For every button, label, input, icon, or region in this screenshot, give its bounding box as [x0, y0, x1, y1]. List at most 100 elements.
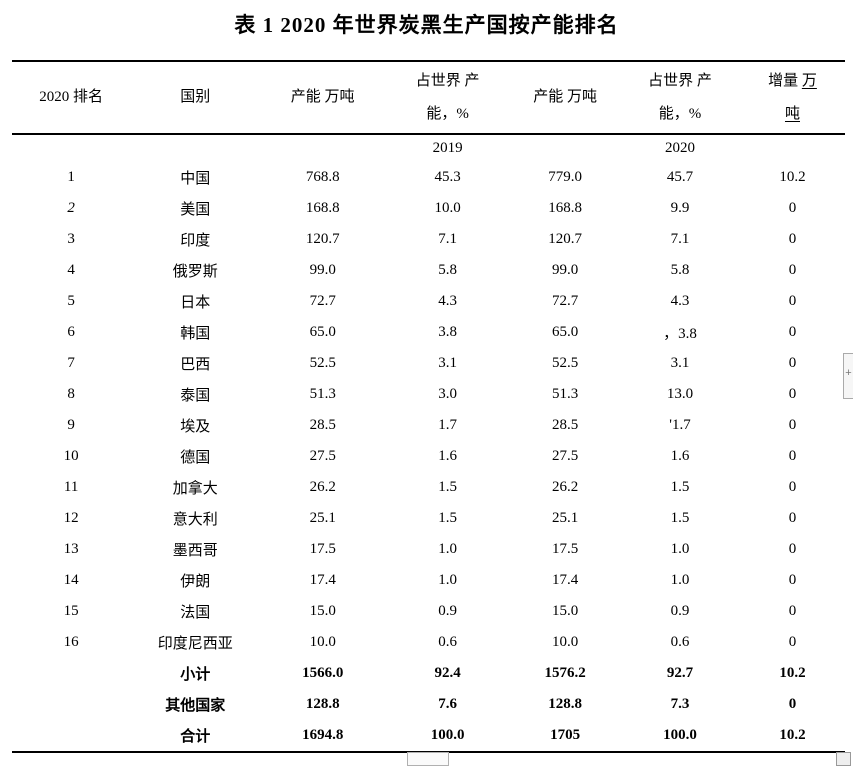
cell-cap_2019: 10.0 [309, 634, 336, 650]
cell-country: 墨西哥 [172, 543, 218, 559]
cell-pct_2019: 0.9 [438, 603, 457, 619]
cell-cap_2019: 52.5 [309, 355, 336, 371]
cell-rank: 4 [67, 262, 75, 278]
cell-cap_2020: 17.5 [551, 541, 579, 557]
partial-bottom-control[interactable] [407, 752, 449, 766]
cell-country: 合计 [180, 729, 211, 745]
cell-rank: 6 [67, 324, 75, 340]
table-header: 2020 排名 国别 产能 万吨 占世界 产能，% 产能 万吨 占世界 产能，% 增量 万吨 [12, 61, 845, 135]
table-row: 9 埃及 28.5 1.7 28.5 '1.7 0 [12, 410, 845, 441]
cell-pct_2019: 1.0 [438, 572, 457, 588]
cell-cap_2019: 28.5 [309, 417, 336, 433]
cell-cap_2020: 120.7 [548, 231, 582, 247]
cell-pct_2019: 0.6 [438, 634, 457, 650]
cell-cap_2020: 15.0 [551, 603, 579, 619]
table-row: 小计 1566.0 92.4 1576.2 92.7 10.2 [12, 658, 845, 689]
table-row: 其他国家 128.8 7.6 128.8 7.3 0 [12, 689, 845, 720]
column-header-country: 国别 [130, 61, 261, 135]
cell-cap_2020: 99.0 [551, 262, 579, 278]
cell-cap_2020: 28.5 [551, 417, 579, 433]
table-row: 1 中国 768.8 45.3 779.0 45.7 10.2 [12, 162, 845, 193]
cell-country: 韩国 [180, 326, 211, 342]
cell-rank: 2 [67, 200, 75, 216]
cell-pct_2020: 100.0 [663, 727, 697, 743]
cell-pct_2020: 3.1 [670, 355, 690, 371]
cell-rank: 11 [63, 479, 79, 495]
cell-pct_2020: 45.7 [666, 169, 694, 185]
cell-pct_2019: 92.4 [434, 665, 461, 681]
cell-cap_2019: 168.8 [305, 200, 340, 216]
cell-increment: 10.2 [779, 665, 806, 681]
cell-pct_2019: 1.6 [438, 448, 457, 464]
cell-rank: 3 [67, 231, 75, 247]
cell-increment: 0 [788, 200, 797, 216]
table-row: 合计 1694.8 100.0 1705 100.0 10.2 [12, 720, 845, 752]
cell-rank [12, 689, 130, 720]
cell-increment: 0 [788, 417, 797, 433]
partial-zoom-control[interactable]: + [843, 353, 853, 399]
table-title: 表 1 2020 年世界炭黑生产国按产能排名 [234, 13, 619, 37]
cell-pct_2019: 100.0 [430, 727, 465, 743]
cell-cap_2019: 128.8 [305, 696, 340, 712]
cell-country: 其他国家 [165, 698, 226, 714]
cell-increment: 0 [788, 510, 797, 526]
cell-rank: 8 [67, 386, 75, 402]
cell-country: 德国 [180, 450, 211, 466]
table-row: 16 印度尼西亚 10.0 0.6 10.0 0.6 0 [12, 627, 845, 658]
cell-increment: 10.2 [779, 169, 806, 185]
cell-pct_2019: 1.0 [438, 541, 457, 557]
cell-cap_2020: 51.3 [551, 386, 579, 402]
year-label-country [130, 134, 260, 162]
cell-country: 埃及 [180, 419, 211, 435]
cell-cap_2020: 779.0 [548, 169, 582, 185]
cell-pct_2019: 7.1 [438, 231, 457, 247]
column-header-cap_2019: 产能 万吨 [260, 61, 386, 135]
cell-cap_2019: 26.2 [309, 479, 336, 495]
cell-pct_2020: 0.6 [670, 634, 690, 650]
table-row: 13 墨西哥 17.5 1.0 17.5 1.0 0 [12, 534, 845, 565]
cell-rank: 13 [63, 541, 79, 557]
cell-pct_2019: 1.7 [438, 417, 457, 433]
column-header-pct_2019: 占世界 产能，% [385, 61, 511, 135]
partial-scroll-handle[interactable] [836, 752, 851, 766]
cell-cap_2020: 25.1 [551, 510, 579, 526]
table-row: 2 美国 168.8 10.0 168.8 9.9 0 [12, 193, 845, 224]
cell-cap_2019: 25.1 [309, 510, 336, 526]
cell-pct_2020: 1.0 [670, 572, 690, 588]
cell-rank: 5 [67, 293, 75, 309]
column-header-increment: 增量 万吨 [739, 61, 845, 135]
cell-country: 印度尼西亚 [157, 636, 233, 652]
cell-country: 美国 [180, 202, 211, 218]
cell-cap_2019: 1694.8 [302, 727, 344, 743]
cell-rank: 16 [63, 634, 79, 650]
cell-pct_2020: ，3.8 [663, 326, 697, 342]
cell-pct_2019: 45.3 [434, 169, 461, 185]
cell-increment: 0 [788, 355, 797, 371]
table-row: 10 德国 27.5 1.6 27.5 1.6 0 [12, 441, 845, 472]
cell-pct_2019: 3.0 [438, 386, 457, 402]
cell-cap_2019: 99.0 [309, 262, 336, 278]
cell-cap_2020: 72.7 [551, 293, 579, 309]
year-label-rank [12, 134, 130, 162]
cell-cap_2020: 52.5 [551, 355, 579, 371]
cell-cap_2019: 51.3 [309, 386, 336, 402]
cell-pct_2020: 1.5 [670, 479, 690, 495]
cell-cap_2019: 15.0 [309, 603, 336, 619]
table-row: 6 韩国 65.0 3.8 65.0 ，3.8 0 [12, 317, 845, 348]
cell-rank [12, 720, 130, 752]
column-header-cap_2020: 产能 万吨 [510, 61, 621, 135]
cell-pct_2020: 1.0 [670, 541, 690, 557]
table-row: 11 加拿大 26.2 1.5 26.2 1.5 0 [12, 472, 845, 503]
table-row: 4 俄罗斯 99.0 5.8 99.0 5.8 0 [12, 255, 845, 286]
cell-rank: 9 [67, 417, 75, 433]
cell-country: 巴西 [180, 357, 211, 373]
cell-pct_2020: 1.6 [670, 448, 690, 464]
cell-country: 日本 [180, 295, 211, 311]
cell-increment: 10.2 [779, 727, 806, 743]
cell-rank: 10 [63, 448, 79, 464]
year-label-pct_2019: 2019 [432, 140, 463, 156]
cell-pct_2019: 3.1 [438, 355, 457, 371]
cell-pct_2020: 5.8 [670, 262, 690, 278]
table-row: 7 巴西 52.5 3.1 52.5 3.1 0 [12, 348, 845, 379]
